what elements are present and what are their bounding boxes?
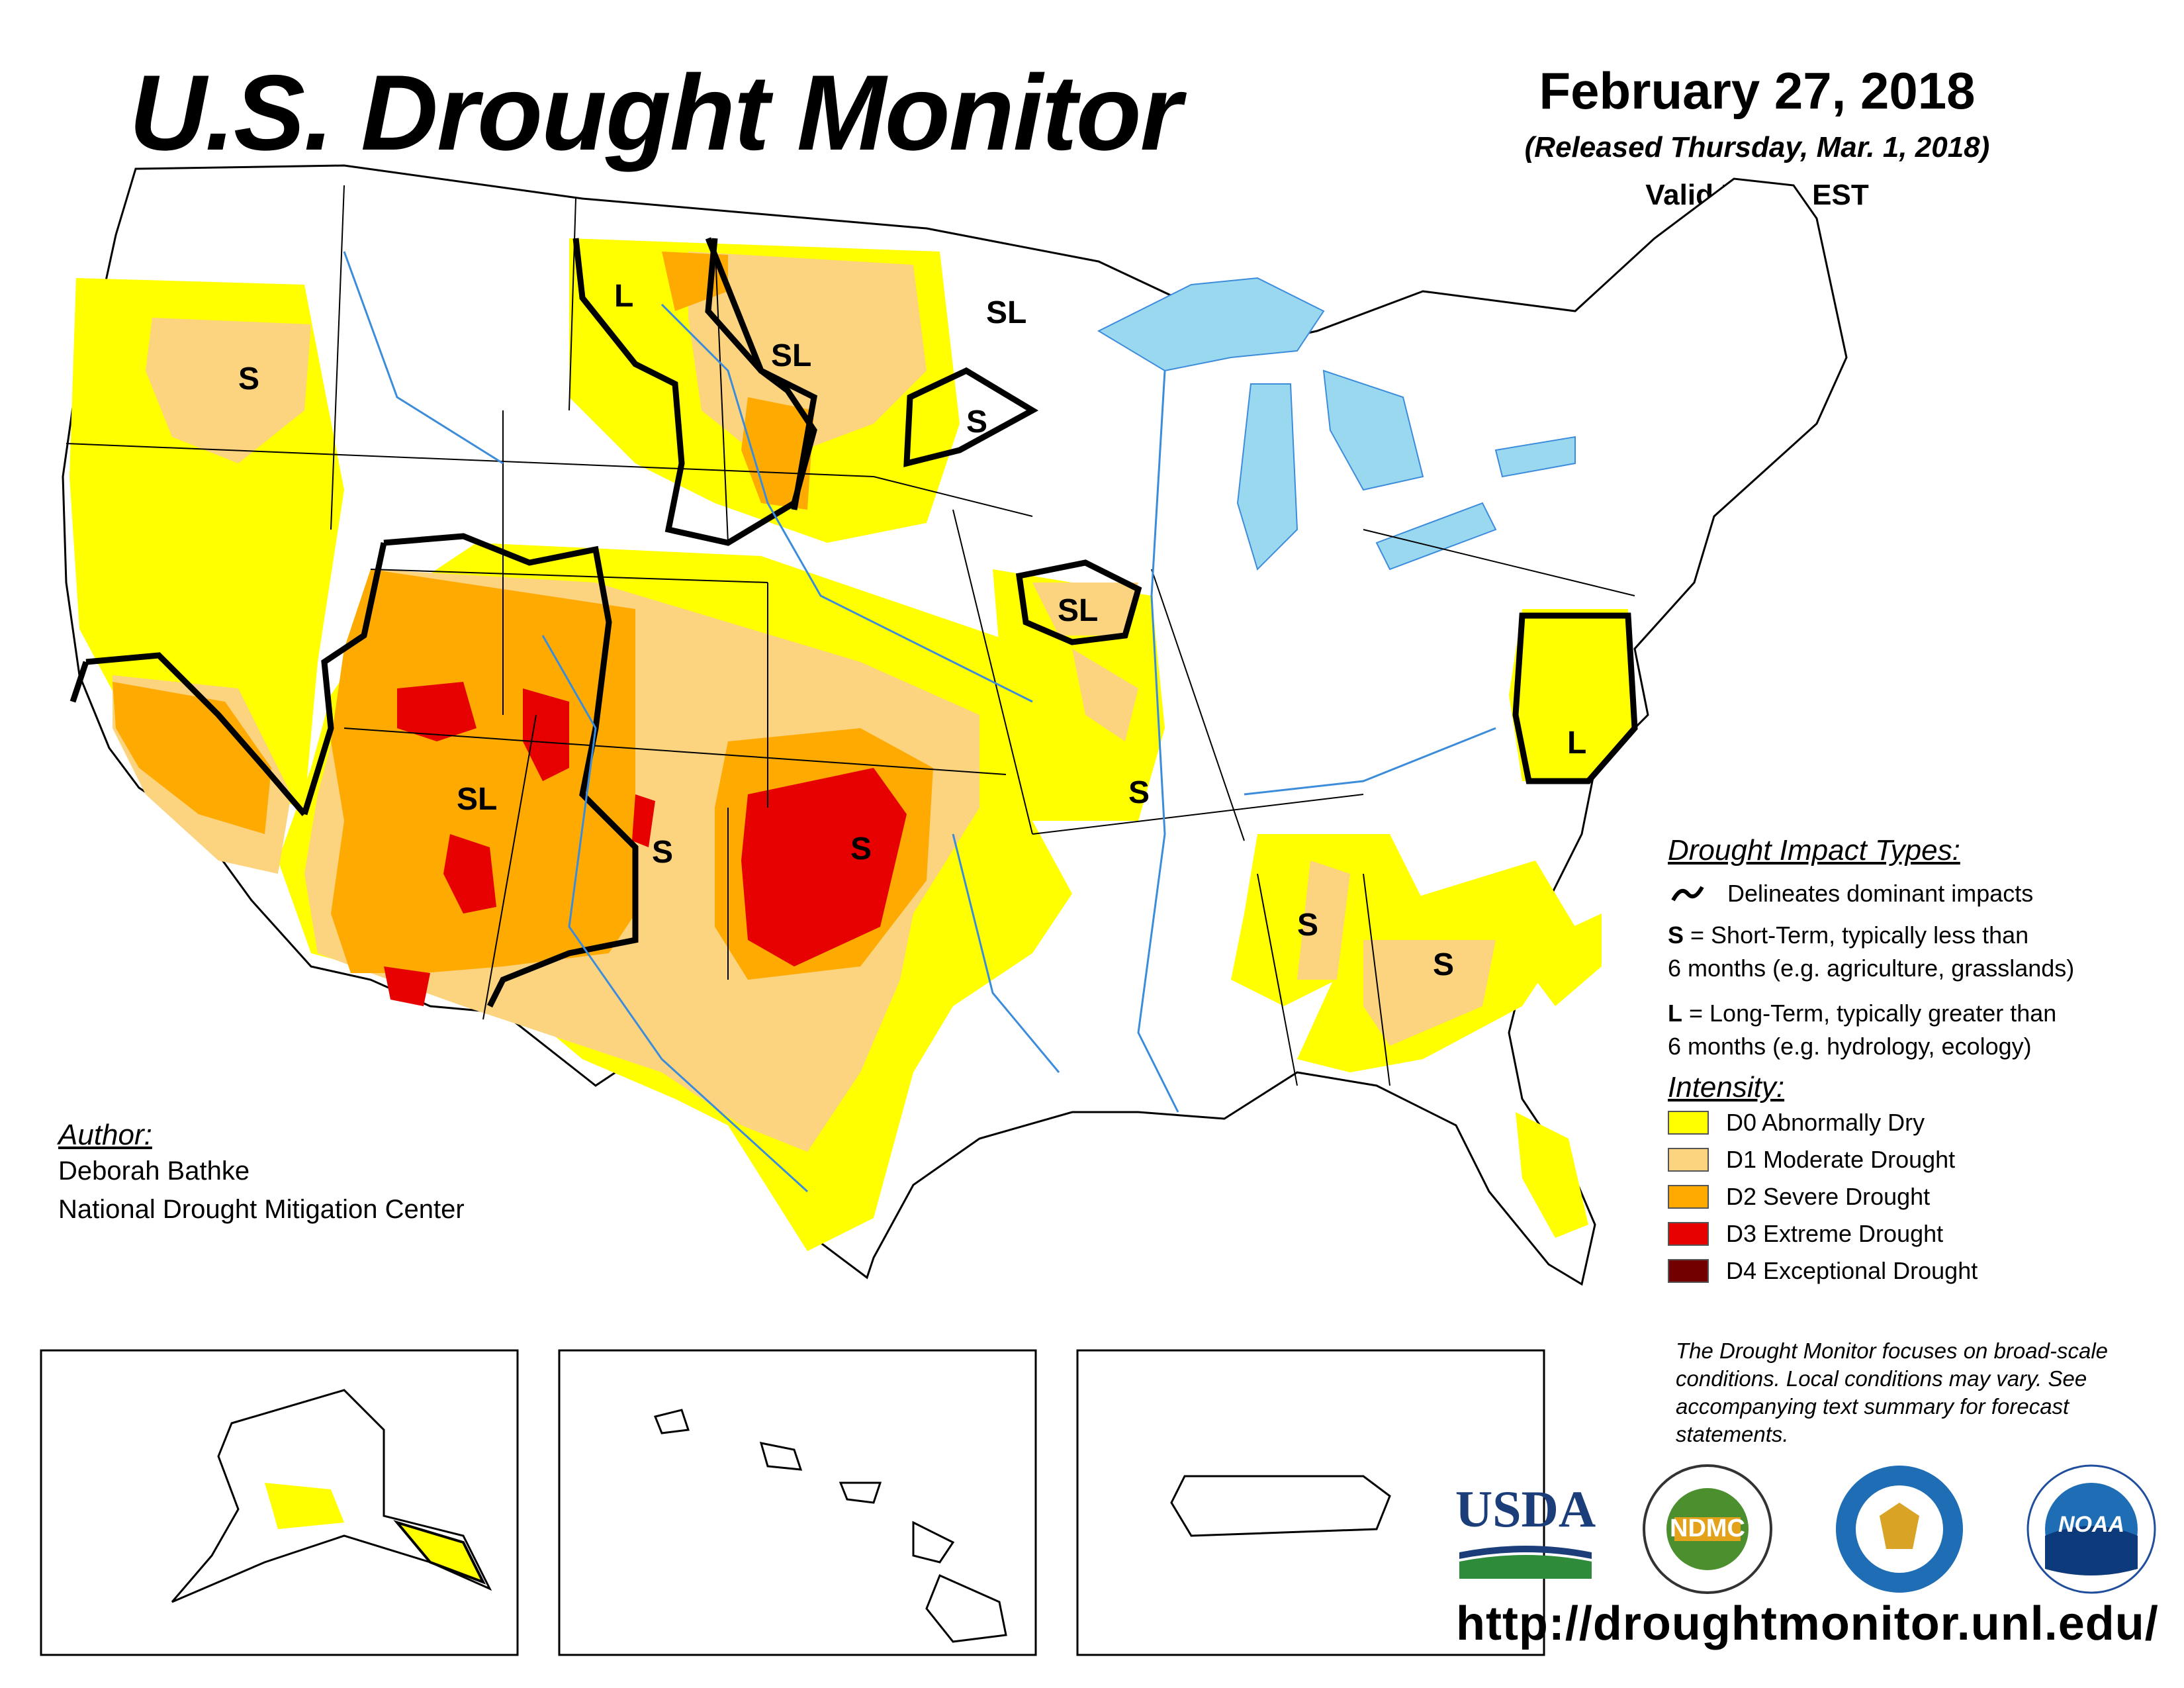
legend-row-d2: D2 Severe Drought bbox=[1668, 1178, 2171, 1215]
legend: Drought Impact Types: Delineates dominan… bbox=[1668, 834, 2171, 1289]
impact-label-montana: L bbox=[614, 279, 634, 314]
long-term-text-2: 6 months (e.g. hydrology, ecology) bbox=[1668, 1033, 2032, 1060]
impact-label-southwest: SL bbox=[457, 782, 498, 817]
delineates-row: Delineates dominant impacts bbox=[1668, 875, 2171, 912]
d3-regions bbox=[384, 682, 907, 1006]
commerce-logo bbox=[1833, 1463, 1966, 1595]
impact-label-oregon: S bbox=[238, 361, 260, 397]
state-borders bbox=[66, 185, 1635, 1086]
impact-label-virginia: L bbox=[1567, 726, 1587, 761]
author-label: Author: bbox=[58, 1119, 152, 1151]
hawaii-inset bbox=[558, 1349, 1037, 1656]
short-term-text-2: 6 months (e.g. agriculture, grasslands) bbox=[1668, 955, 2075, 982]
long-term-definition: L = Long-Term, typically greater than bbox=[1668, 997, 2171, 1030]
d2-swatch bbox=[1668, 1185, 1709, 1209]
lake-erie bbox=[1375, 502, 1497, 571]
release-date: (Released Thursday, Mar. 1, 2018) bbox=[1524, 131, 1990, 164]
lake-superior bbox=[1097, 277, 1325, 372]
impact-label-north-dakota: SL bbox=[771, 338, 812, 373]
d1-label: D1 Moderate Drought bbox=[1726, 1146, 1956, 1173]
d4-swatch bbox=[1668, 1259, 1709, 1283]
lake-michigan bbox=[1236, 383, 1298, 571]
great-lakes bbox=[1097, 277, 1576, 571]
short-term-text-1: = Short-Term, typically less than bbox=[1684, 921, 2029, 949]
impact-label-missouri: S bbox=[1128, 775, 1150, 810]
d2-label: D2 Severe Drought bbox=[1726, 1183, 1931, 1210]
long-term-text-1: = Long-Term, typically greater than bbox=[1682, 1000, 2057, 1027]
ndmc-logo-text: NDMC bbox=[1670, 1515, 1745, 1542]
impact-boundaries bbox=[69, 237, 1638, 1008]
impact-label-oklahoma: S bbox=[850, 831, 872, 867]
alaska-d0 bbox=[265, 1483, 344, 1529]
impact-label-georgia: S bbox=[1433, 947, 1455, 982]
ndmc-logo: NDMC bbox=[1641, 1463, 1774, 1595]
impact-label-minnesota: SL bbox=[986, 295, 1027, 330]
noaa-logo-text: NOAA bbox=[2058, 1512, 2125, 1537]
impact-label-south-dakota: S bbox=[966, 404, 988, 440]
legend-row-d3: D3 Extreme Drought bbox=[1668, 1215, 2171, 1252]
author-organization: National Drought Mitigation Center bbox=[58, 1195, 465, 1224]
short-term-definition: S = Short-Term, typically less than bbox=[1668, 919, 2171, 952]
d1-swatch bbox=[1668, 1148, 1709, 1172]
disclaimer-text: The Drought Monitor focuses on broad-sca… bbox=[1676, 1338, 2109, 1446]
lake-huron bbox=[1322, 369, 1424, 491]
d4-label: D4 Exceptional Drought bbox=[1726, 1257, 1978, 1284]
impact-label-mississippi: S bbox=[1297, 908, 1319, 943]
intensity-heading: Intensity: bbox=[1668, 1071, 1785, 1103]
impact-label-new-mexico: S bbox=[652, 835, 674, 870]
usda-logo-text: USDA bbox=[1455, 1480, 1596, 1538]
long-term-key: L bbox=[1668, 1000, 1682, 1027]
d3-label: D3 Extreme Drought bbox=[1726, 1220, 1944, 1247]
d0-label: D0 Abnormally Dry bbox=[1726, 1109, 1925, 1136]
alaska-d0-se bbox=[393, 1520, 486, 1585]
map-title: U.S. Drought Monitor bbox=[129, 53, 1182, 173]
d0-swatch bbox=[1668, 1111, 1709, 1135]
noaa-seal-icon bbox=[2026, 1464, 2156, 1594]
author-block: Author: Deborah Bathke National Drought … bbox=[58, 1119, 465, 1229]
usda-landscape-icon bbox=[1459, 1546, 1592, 1579]
author-name: Deborah Bathke bbox=[58, 1156, 250, 1186]
short-term-key: S bbox=[1668, 921, 1684, 949]
hawaii-islands bbox=[653, 1409, 1007, 1643]
legend-row-d0: D0 Abnormally Dry bbox=[1668, 1104, 2171, 1141]
legend-row-d4: D4 Exceptional Drought bbox=[1668, 1252, 2171, 1289]
legend-row-d1: D1 Moderate Drought bbox=[1668, 1141, 2171, 1178]
usda-logo: USDA bbox=[1455, 1479, 1596, 1579]
noaa-logo: NOAA bbox=[2025, 1463, 2158, 1595]
rivers bbox=[343, 251, 1496, 1193]
website-url[interactable]: http://droughtmonitor.unl.edu/ bbox=[1456, 1597, 2159, 1650]
department-of-commerce-seal-icon bbox=[1836, 1466, 1963, 1593]
lake-ontario bbox=[1494, 436, 1576, 478]
impact-types-heading: Drought Impact Types: bbox=[1668, 834, 1960, 867]
boundary-line-icon bbox=[1671, 886, 1704, 902]
d3-swatch bbox=[1668, 1222, 1709, 1246]
puerto-rico-outline bbox=[1170, 1475, 1391, 1537]
impact-label-iowa: SL bbox=[1058, 593, 1099, 628]
map-date: February 27, 2018 bbox=[1539, 62, 1976, 120]
ndmc-seal-icon bbox=[1643, 1464, 1772, 1594]
delineates-text: Delineates dominant impacts bbox=[1727, 880, 2034, 907]
